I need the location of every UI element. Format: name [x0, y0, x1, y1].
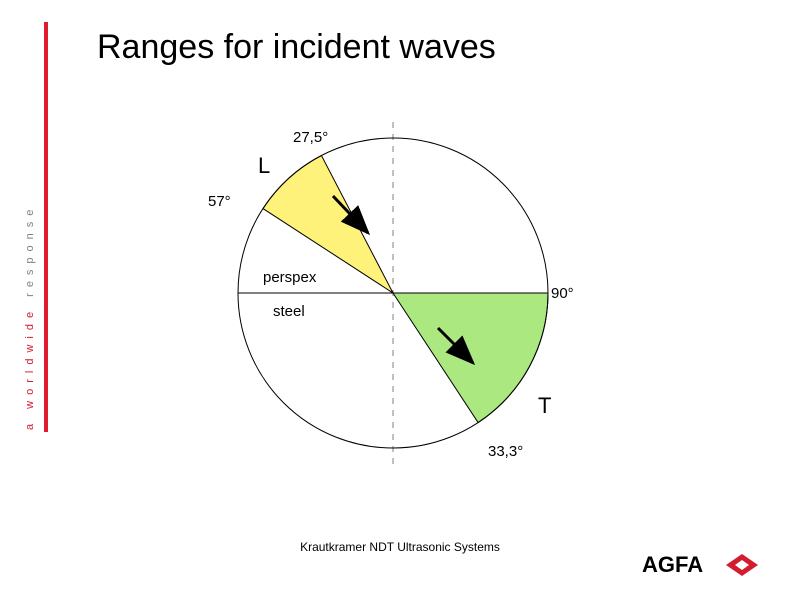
tagline-red: a worldwide: [24, 306, 36, 430]
slide-page: ndt a worldwide response Ranges for inci…: [0, 0, 800, 600]
incident-wave-diagram: 27,5° 57° L 90° 33,3° T perspex steel: [218, 118, 568, 468]
label-27-5: 27,5°: [293, 129, 328, 146]
page-title: Ranges for incident waves: [97, 28, 496, 67]
label-33-3: 33,3°: [488, 443, 523, 460]
wedge-t: [393, 293, 548, 423]
diagram-svg: [218, 118, 568, 468]
ndt-watermark-text: ndt: [0, 223, 19, 330]
tagline-gray: response: [24, 204, 36, 306]
label-t: T: [538, 393, 551, 419]
label-perspex: perspex: [263, 269, 316, 286]
agfa-rhombus-icon: [726, 554, 758, 576]
label-90: 90°: [551, 285, 574, 302]
agfa-logo: AGFA: [642, 552, 772, 578]
sidebar-red-bar: [44, 22, 48, 432]
label-57: 57°: [208, 193, 231, 210]
label-steel: steel: [273, 303, 305, 320]
tagline: a worldwide response: [24, 204, 36, 430]
agfa-logo-text: AGFA: [642, 552, 703, 577]
label-l: L: [258, 153, 270, 179]
